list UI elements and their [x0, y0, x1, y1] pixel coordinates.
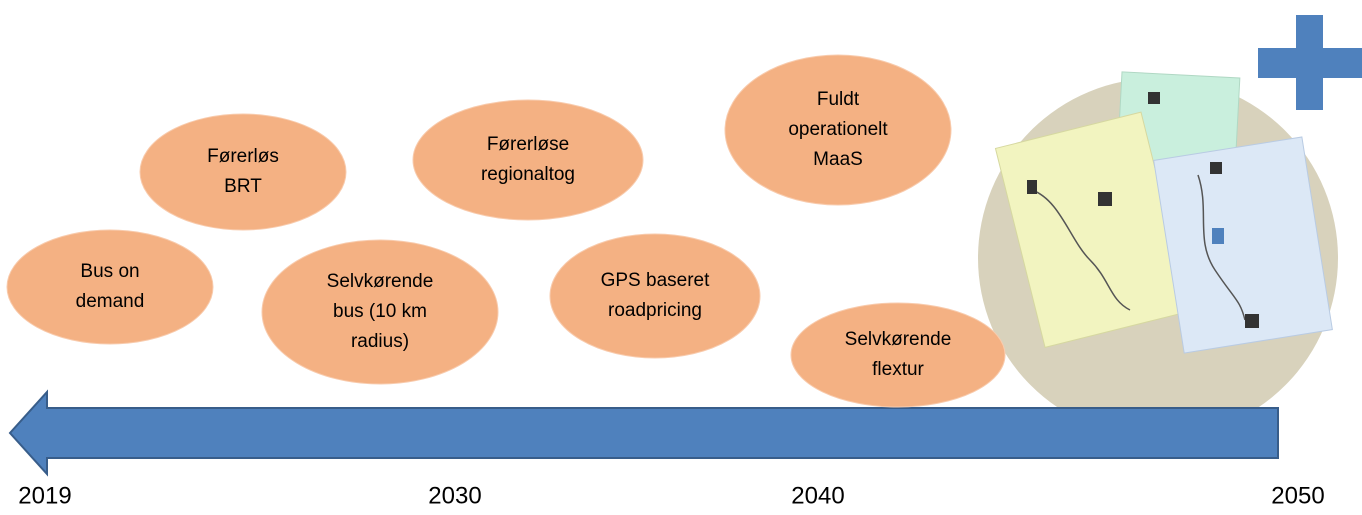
milestone-text: Bus on [80, 261, 139, 282]
year-label: 2040 [791, 482, 844, 509]
timeline-diagram: Bus on demand Førerløs BRT Selvkørende bus (1… [0, 0, 1362, 515]
milestone: Selvkørende bus (10 km radius) [262, 240, 498, 384]
milestone: Førerløs BRT [140, 114, 346, 230]
milestone-bubble [791, 303, 1005, 407]
milestone: Førerløse regionaltog [413, 100, 643, 220]
year-labels: 2019 2030 2040 2050 [18, 482, 1324, 509]
milestone-bubble [413, 100, 643, 220]
milestone-text: GPS baseret [601, 270, 710, 291]
milestone: Fuldt operationelt MaaS [725, 55, 951, 205]
milestone-text: Førerløse [487, 134, 569, 155]
milestone-text: operationelt [788, 119, 888, 140]
milestone-text: regionaltog [481, 164, 575, 185]
milestone-bubble [550, 234, 760, 358]
milestone-text: Selvkørende [327, 271, 434, 292]
milestone-text: BRT [224, 176, 262, 197]
milestone-text: radius) [351, 331, 409, 352]
milestone-text: Fuldt [817, 89, 860, 110]
milestone-bubble [7, 230, 213, 344]
milestone-text: MaaS [813, 149, 863, 170]
year-label: 2050 [1271, 482, 1324, 509]
milestone-text: roadpricing [608, 300, 702, 321]
milestone-text: Førerløs [207, 146, 279, 167]
year-label: 2019 [18, 482, 71, 509]
milestone-text: Selvkørende [845, 329, 952, 350]
milestone-text: demand [76, 291, 145, 312]
milestone-text: bus (10 km [333, 301, 427, 322]
milestone: Bus on demand [7, 230, 213, 344]
plus-icon [1258, 15, 1362, 110]
milestones: Bus on demand Førerløs BRT Selvkørende bus (1… [7, 55, 1005, 407]
milestone-text: flextur [872, 359, 924, 380]
illustration [978, 72, 1338, 438]
milestone: GPS baseret roadpricing [550, 234, 760, 358]
milestone: Selvkørende flextur [791, 303, 1005, 407]
milestone-bubble [140, 114, 346, 230]
year-label: 2030 [428, 482, 481, 509]
